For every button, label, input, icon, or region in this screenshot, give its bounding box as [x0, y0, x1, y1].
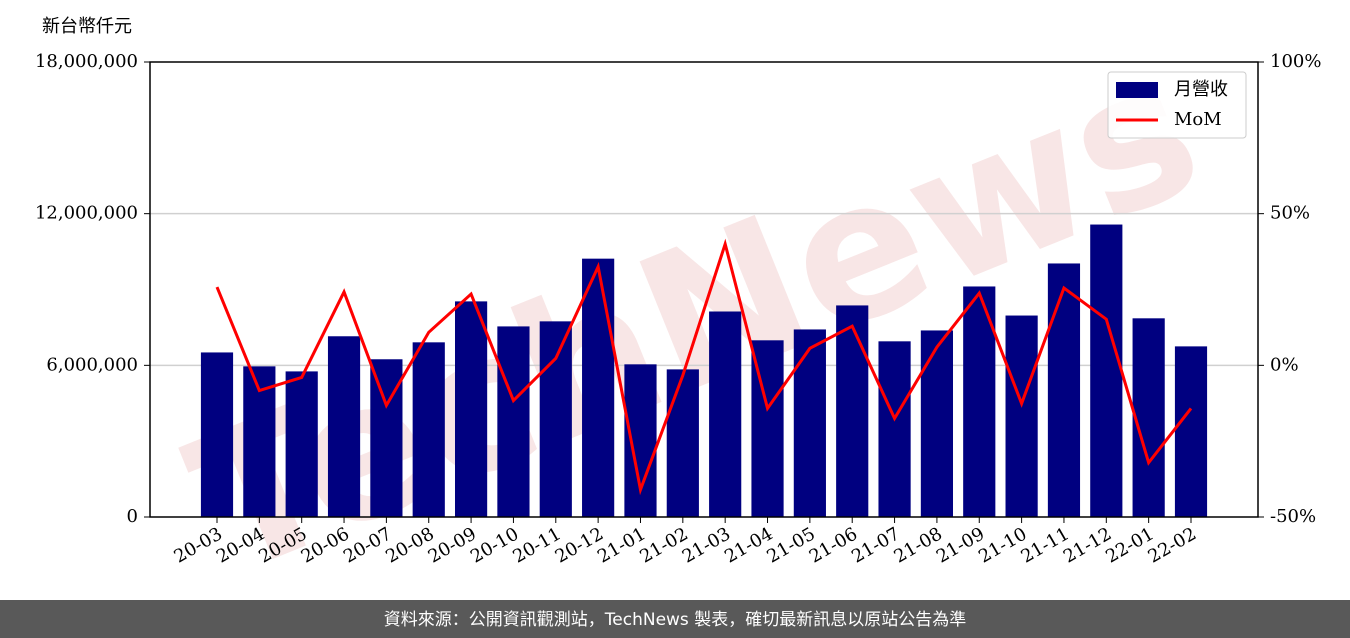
bar	[285, 371, 318, 517]
bar	[666, 369, 699, 517]
bar	[370, 359, 403, 517]
footer: 資料來源：公開資訊觀測站，TechNews 製表，確切最新訊息以原站公告為準	[384, 610, 966, 630]
y-axis-label: 新台幣仟元	[42, 16, 132, 37]
line	[215, 238, 1193, 496]
bar	[836, 305, 869, 517]
y-tick-label: 6,000,000	[46, 354, 138, 375]
y-tick-label: 18,000,000	[35, 51, 138, 72]
bar	[200, 352, 234, 517]
bar	[539, 321, 572, 517]
y2-tick-label: 100%	[1270, 51, 1321, 72]
legend-label: 月營收	[1174, 79, 1228, 100]
y2-tick-label: 50%	[1270, 203, 1310, 224]
bar	[412, 342, 445, 517]
bar	[1047, 263, 1081, 517]
y-tick-label: 12,000,000	[35, 203, 138, 224]
legend-swatch	[1116, 82, 1158, 98]
bar	[624, 364, 657, 517]
x-tick-label: 22-02	[1145, 523, 1200, 567]
bar	[1090, 224, 1123, 517]
y2-tick-label: -50%	[1270, 506, 1316, 527]
bar	[1174, 346, 1208, 517]
footer-bar	[0, 600, 1350, 638]
bar	[497, 326, 530, 517]
y2-tick-label: 0%	[1270, 354, 1299, 375]
bar	[920, 330, 954, 517]
bar	[327, 336, 361, 517]
y-tick-label: 0	[127, 506, 138, 527]
bar	[1005, 315, 1038, 517]
bar	[793, 329, 826, 517]
plot-frame	[149, 61, 1259, 518]
bar	[582, 258, 615, 517]
legend-label: MoM	[1174, 109, 1222, 130]
bar	[454, 301, 488, 517]
bar	[878, 341, 911, 517]
bar	[709, 311, 742, 517]
bar	[1132, 318, 1165, 517]
